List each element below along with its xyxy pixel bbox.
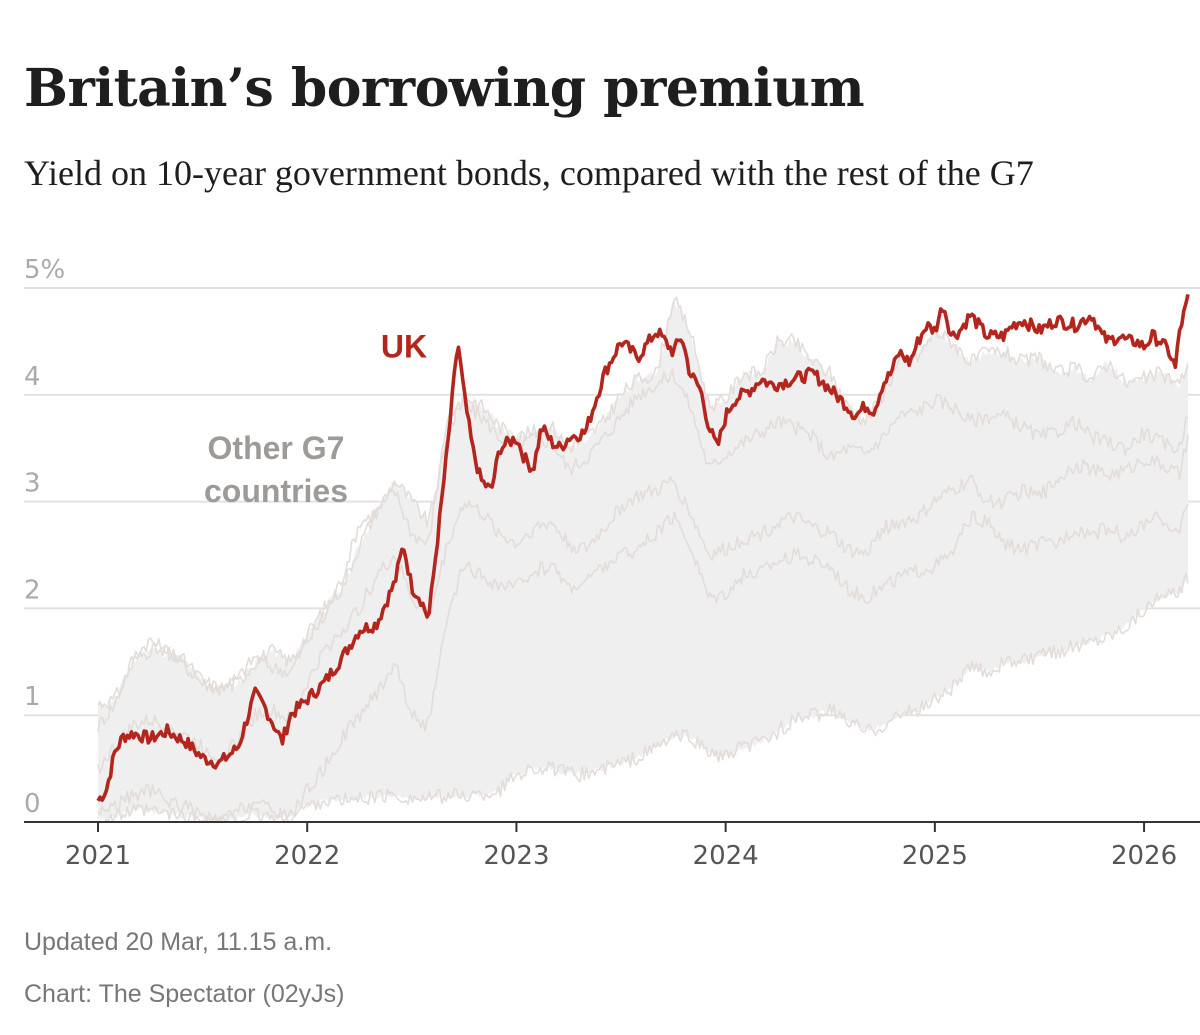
- y-tick-label: 2: [24, 575, 41, 605]
- x-tick-label: 2022: [274, 841, 340, 871]
- x-tick-label: 2025: [902, 841, 968, 871]
- other-g7-label-2: countries: [204, 473, 348, 509]
- uk-label: UK: [381, 329, 427, 365]
- x-tick-label: 2021: [65, 841, 131, 871]
- x-axis: 2021 2022 2023 2024 2025 2026: [24, 821, 1200, 871]
- series-line-other-g7-3: [97, 434, 1189, 774]
- other-g7-range-band: [98, 301, 1188, 823]
- y-tick-label: 3: [24, 469, 41, 499]
- bond-yield-chart: 0 1 2 3 4 5% 2021 2022 2023 2024 2025 2026 UK Other…: [24, 255, 1200, 871]
- y-axis-ticks: 0 1 2 3 4 5%: [24, 255, 65, 819]
- chart-credit: Chart: The Spectator (02yJs): [24, 980, 345, 1008]
- other-g7-lines: [97, 296, 1189, 823]
- x-tick-label: 2023: [483, 841, 549, 871]
- y-tick-label: 1: [24, 682, 41, 712]
- series-line-other-g7-1: [97, 296, 1189, 710]
- x-tick-label: 2026: [1111, 841, 1177, 871]
- series-line-other-g7-2: [97, 368, 1189, 732]
- series-line-other-g7-5: [97, 572, 1189, 823]
- chart-subtitle: Yield on 10-year government bonds, compa…: [24, 153, 1034, 193]
- y-tick-label: 4: [24, 362, 41, 392]
- y-tick-label: 0: [24, 789, 41, 819]
- y-tick-label: 5%: [24, 255, 65, 285]
- chart-title: Britain’s borrowing premium: [24, 58, 865, 119]
- other-g7-label-1: Other G7: [208, 430, 345, 466]
- uk-line-group: [96, 293, 1190, 802]
- updated-note: Updated 20 Mar, 11.15 a.m.: [24, 928, 333, 956]
- series-line-uk: [96, 293, 1190, 802]
- other-g7-band: [98, 301, 1188, 823]
- x-tick-label: 2024: [693, 841, 759, 871]
- series-line-other-g7-4: [97, 503, 1189, 823]
- annotations: UK Other G7 countries: [204, 329, 427, 509]
